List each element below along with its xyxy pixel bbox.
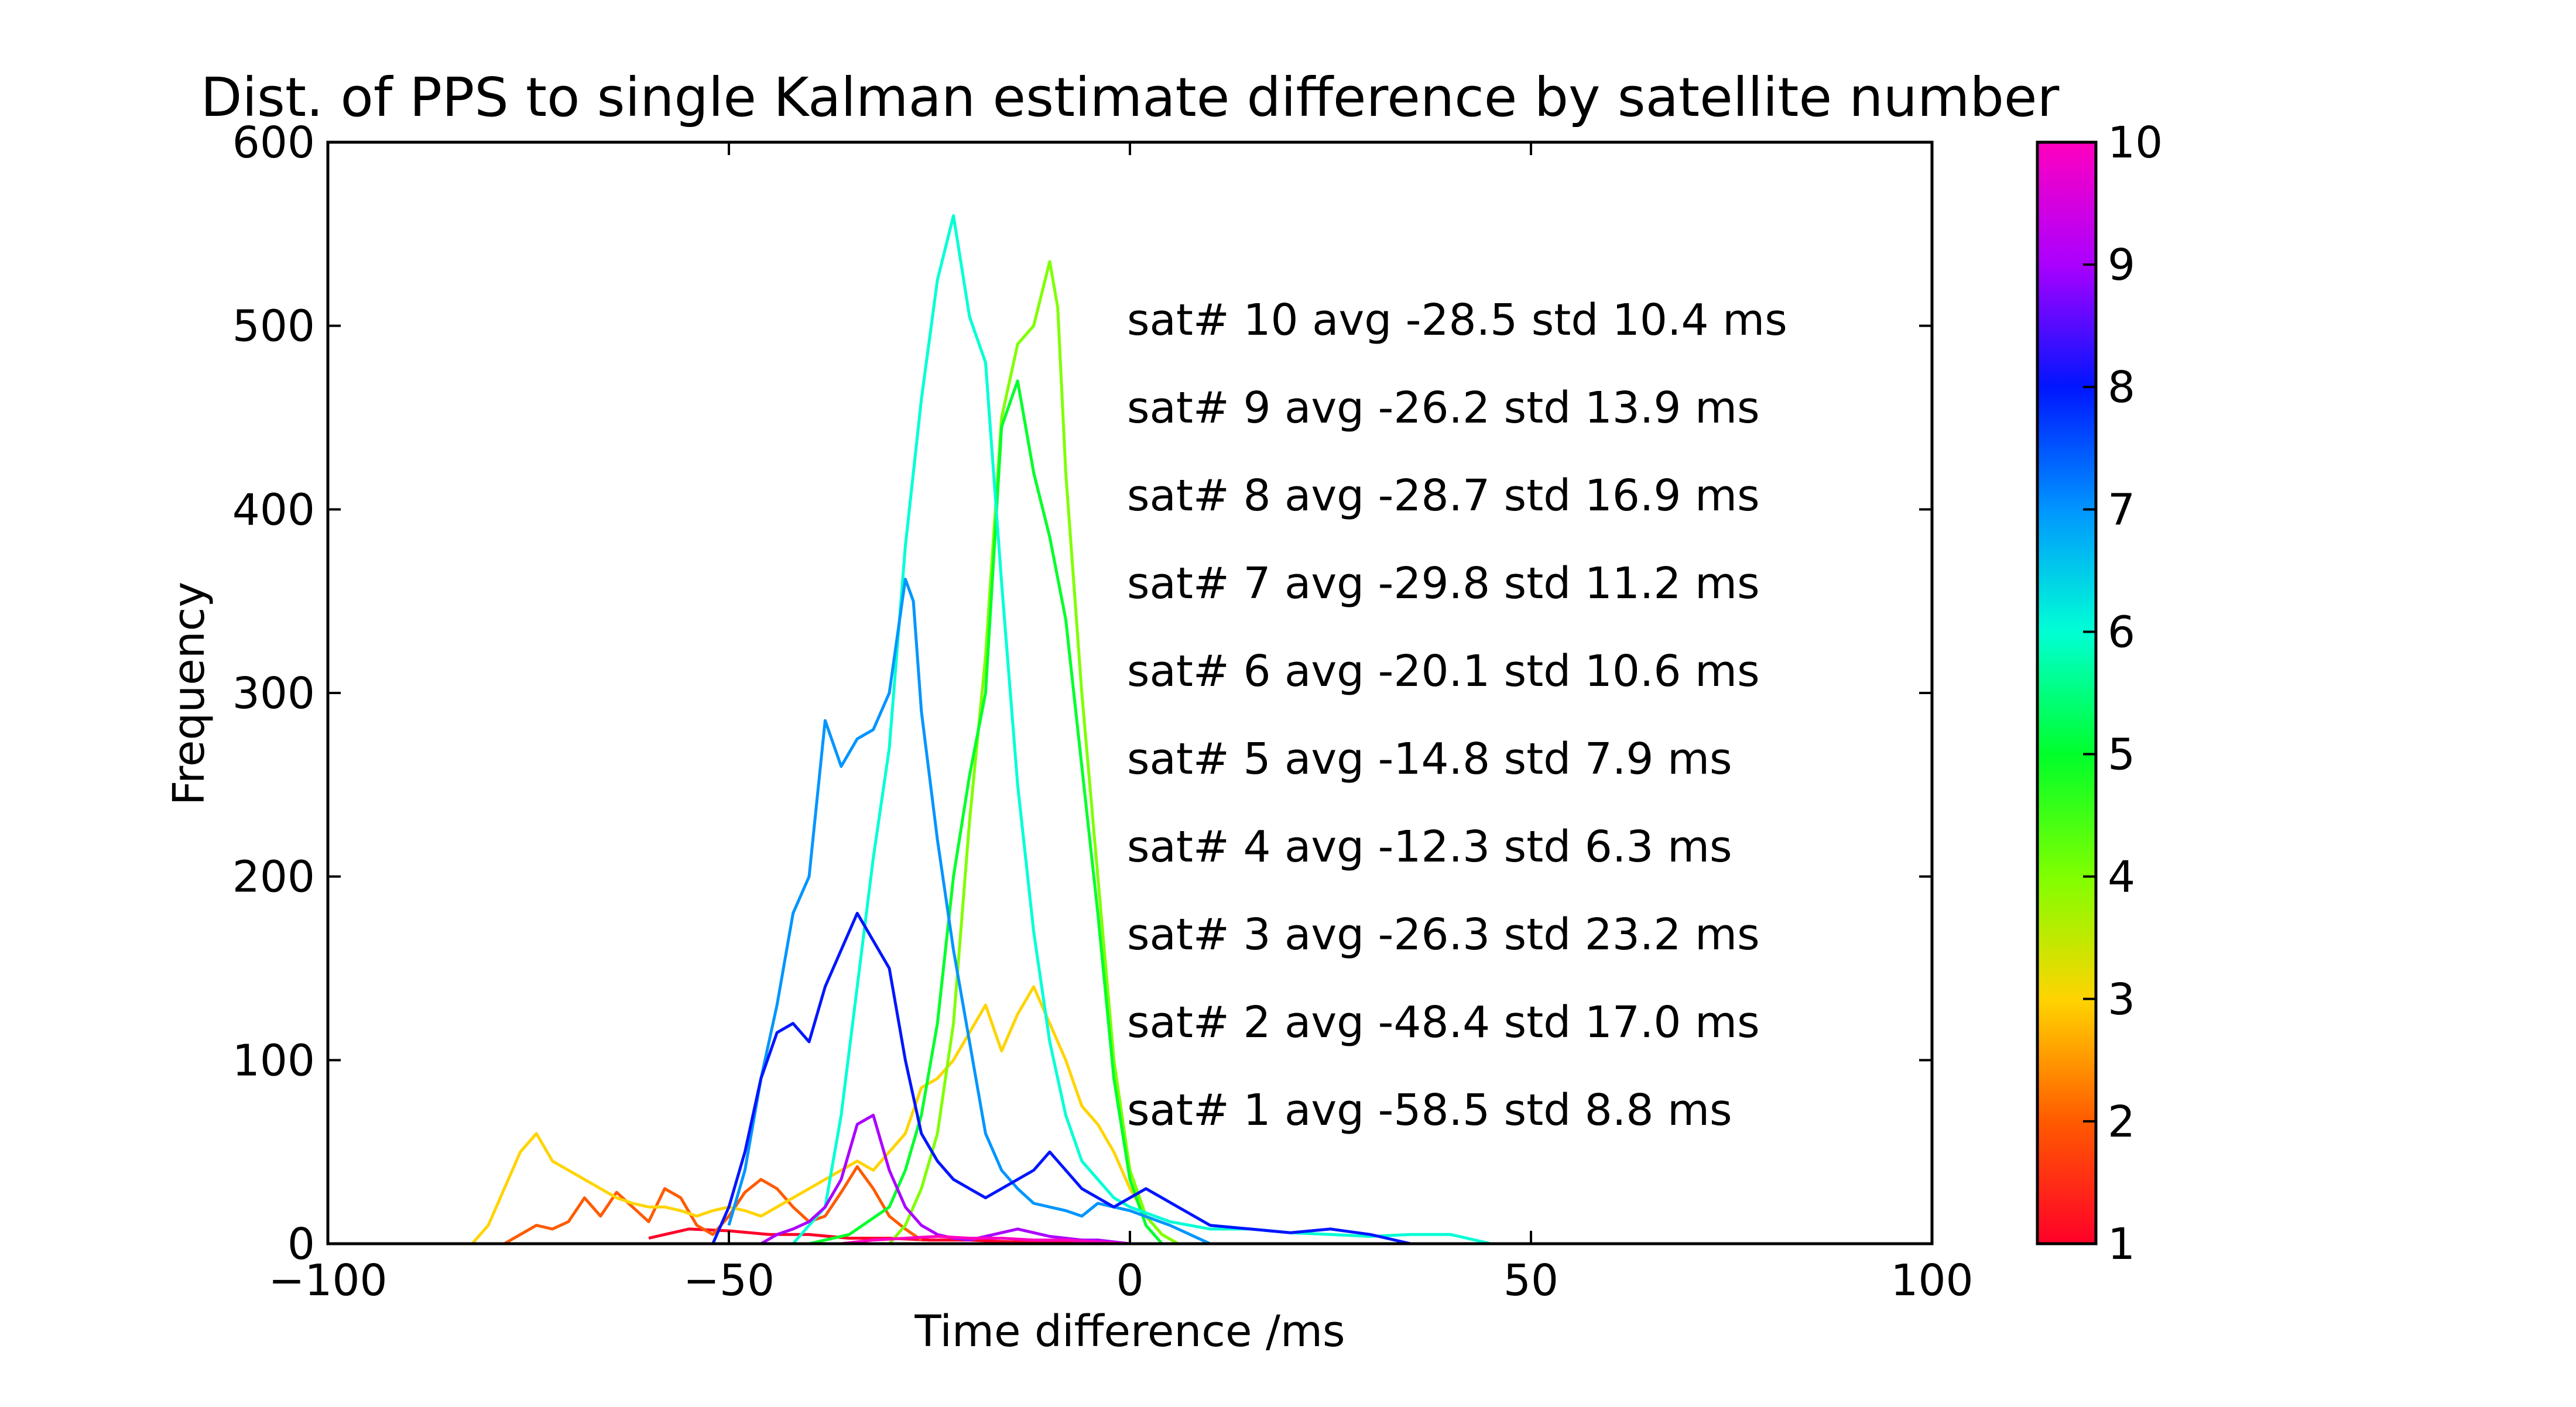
annotation-2: sat# 9 avg -26.2 std 13.9 ms	[1127, 383, 1760, 433]
series-line-sat-10	[841, 1235, 1131, 1245]
x-tick-label: 50	[1503, 1255, 1558, 1306]
series-line-sat-5	[809, 379, 1163, 1245]
y-tick-label: 400	[232, 485, 315, 535]
annotation-5: sat# 6 avg -20.1 std 10.6 ms	[1127, 646, 1760, 696]
colorbar-tick-label: 3	[2108, 974, 2135, 1025]
annotation-9: sat# 2 avg -48.4 std 17.0 ms	[1127, 997, 1760, 1048]
y-tick-label: 0	[287, 1219, 315, 1269]
y-tick-label: 500	[232, 301, 315, 352]
colorbar-tick-label: 6	[2108, 607, 2135, 657]
colorbar-gradient	[2036, 140, 2098, 1245]
series-line-sat-3	[471, 985, 1179, 1245]
y-tick-label: 600	[232, 118, 315, 168]
annotation-3: sat# 8 avg -28.7 std 16.9 ms	[1127, 471, 1760, 521]
annotation-7: sat# 4 avg -12.3 std 6.3 ms	[1127, 822, 1732, 872]
x-tick-label: −100	[268, 1255, 387, 1306]
series-line-sat-8	[711, 911, 1412, 1245]
series-layer	[471, 214, 1492, 1245]
chart-title: Dist. of PPS to single Kalman estimate d…	[201, 66, 2060, 129]
colorbar: 1 2 3 4 5 6 7 8 9 10	[2036, 118, 2163, 1269]
annotation-10: sat# 1 avg -58.5 std 8.8 ms	[1127, 1085, 1732, 1135]
y-tick-label: 200	[232, 852, 315, 902]
series-line-sat-2	[503, 1165, 923, 1245]
colorbar-tick-label: 4	[2108, 852, 2135, 902]
y-tick-label: 100	[232, 1035, 315, 1086]
colorbar-tick-label: 2	[2108, 1097, 2135, 1147]
x-tick-label: −50	[683, 1255, 775, 1306]
y-tick-label: 300	[232, 668, 315, 719]
annotation-1: sat# 10 avg -28.5 std 10.4 ms	[1127, 295, 1787, 345]
colorbar-tick-label: 10	[2108, 118, 2163, 168]
colorbar-tick-label: 8	[2108, 362, 2135, 413]
series-line-sat-7	[727, 578, 1211, 1245]
colorbar-tick-label: 9	[2108, 240, 2135, 290]
axes-layer: −100 −50 0 50 100 0 100 200 300 400 500 600	[232, 118, 1974, 1306]
x-axis-label: Time difference /ms	[914, 1306, 1345, 1357]
series-line-sat-4	[888, 260, 1179, 1245]
y-axis-label: Frequency	[164, 582, 214, 805]
colorbar-tick-label: 1	[2108, 1219, 2135, 1269]
annotation-6: sat# 5 avg -14.8 std 7.9 ms	[1127, 734, 1732, 784]
colorbar-tick-label: 5	[2108, 730, 2135, 780]
x-tick-label: 100	[1890, 1255, 1973, 1306]
annotation-layer: sat# 10 avg -28.5 std 10.4 ms sat# 9 avg …	[1127, 295, 1787, 1135]
annotation-4: sat# 7 avg -29.8 std 11.2 ms	[1127, 558, 1760, 609]
x-tick-label: 0	[1116, 1255, 1143, 1306]
colorbar-tick-label: 7	[2108, 485, 2135, 535]
annotation-8: sat# 3 avg -26.3 std 23.2 ms	[1127, 910, 1760, 960]
